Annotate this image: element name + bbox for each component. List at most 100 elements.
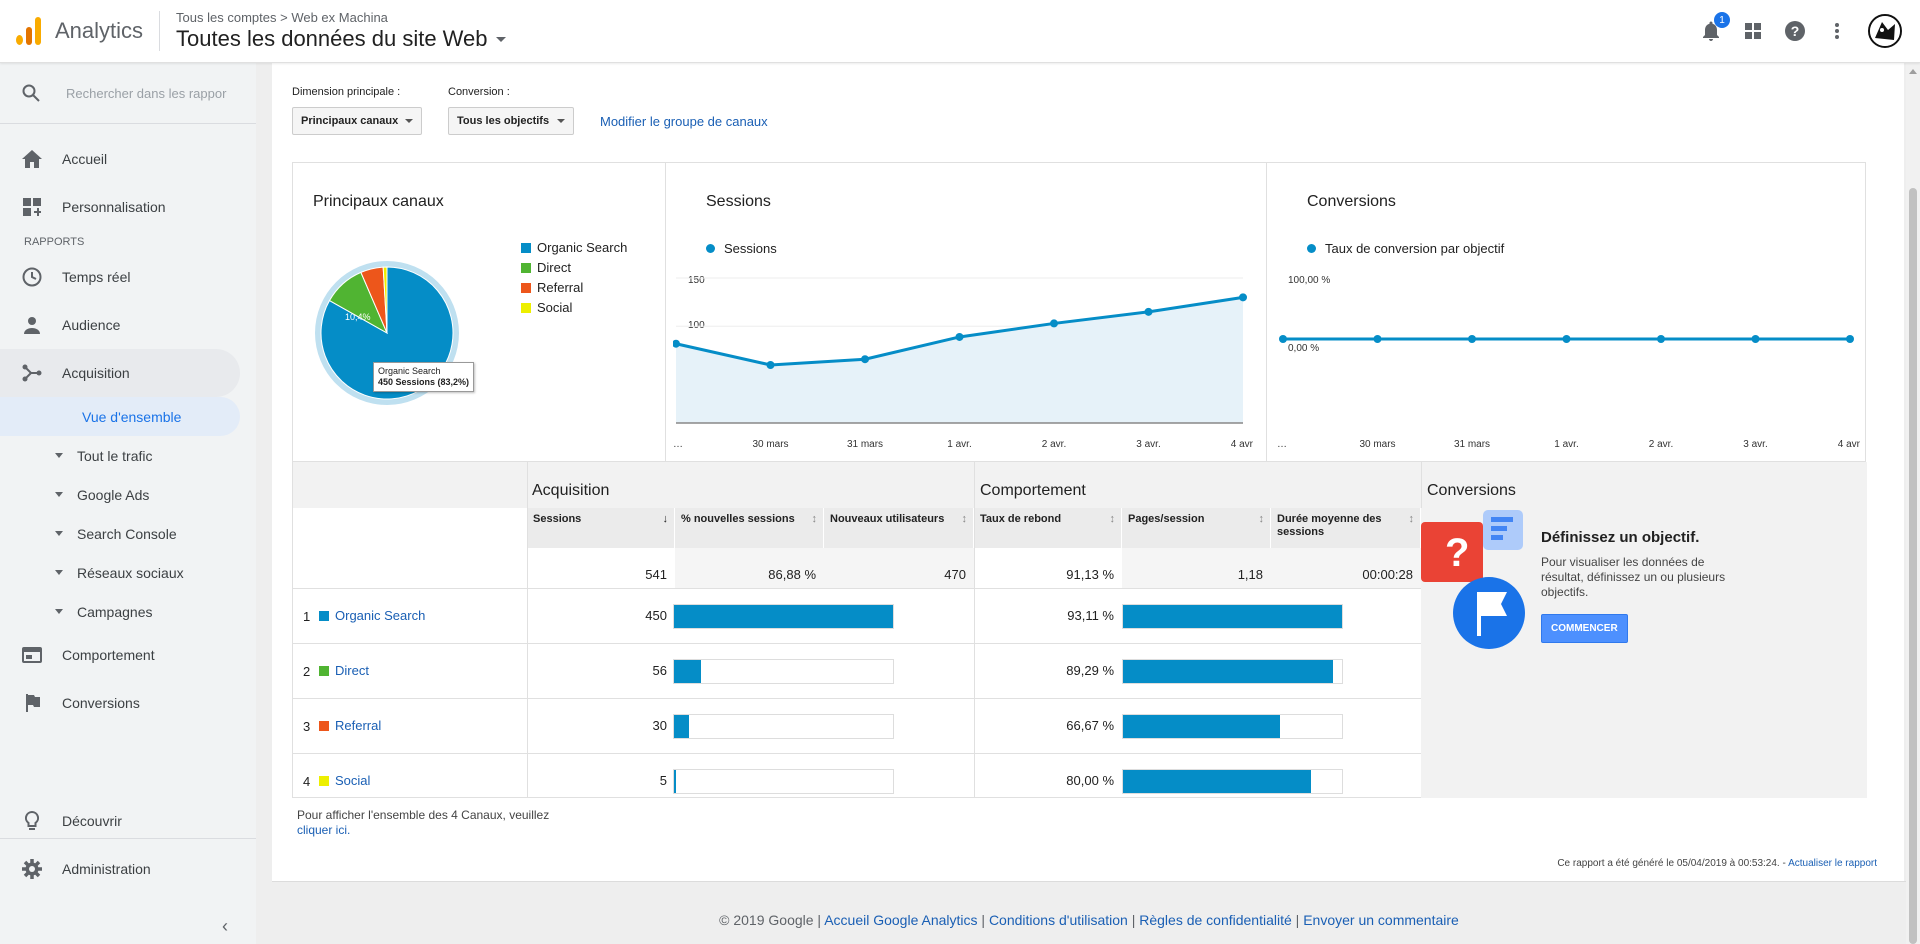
- conversions-line-chart[interactable]: … 30 mars 31 mars 1 avr. 2 avr. 3 avr. 4 avr.: [1275, 273, 1860, 453]
- footer-separator: |: [1131, 912, 1136, 928]
- nav-customization[interactable]: Personnalisation: [0, 183, 256, 231]
- col-avg-duration[interactable]: Durée moyenne des sessions ↕: [1271, 508, 1421, 548]
- edit-channel-group-link[interactable]: Modifier le groupe de canaux: [600, 114, 768, 129]
- col-new-users[interactable]: Nouveaux utilisateurs ↕: [824, 508, 974, 548]
- col-bounce-rate[interactable]: Taux de rebond ↕: [974, 508, 1122, 548]
- person-icon: [22, 315, 42, 335]
- nav-behavior[interactable]: Comportement: [0, 631, 256, 679]
- sessions-data-point[interactable]: [1239, 293, 1247, 302]
- nav-audience-label: Audience: [62, 317, 121, 333]
- scroll-up-arrow[interactable]: [1909, 69, 1917, 74]
- nav-discover-label: Découvrir: [62, 813, 122, 829]
- col-new-sessions[interactable]: % nouvelles sessions ↕: [675, 508, 824, 548]
- conversions-data-point[interactable]: [1279, 335, 1287, 343]
- dropdown-arrow-icon: [405, 119, 413, 123]
- collapse-sidebar-button[interactable]: ‹: [222, 916, 228, 936]
- nav-search-console[interactable]: Search Console: [0, 514, 256, 553]
- nav-admin-label: Administration: [62, 861, 151, 877]
- nav-all-traffic[interactable]: Tout le trafic: [0, 436, 256, 475]
- page-footer: © 2019 Google | Accueil Google Analytics…: [272, 881, 1906, 944]
- col-pages-per-session[interactable]: Pages/session ↕: [1122, 508, 1271, 548]
- sessions-x-tick-label: 3 avr.: [1136, 439, 1160, 450]
- legend-social[interactable]: Social: [521, 300, 572, 315]
- conversions-data-point[interactable]: [1373, 335, 1382, 343]
- notifications-button[interactable]: 1: [1700, 12, 1730, 42]
- help-button[interactable]: ?: [1784, 20, 1806, 42]
- conversions-data-point[interactable]: [1562, 335, 1571, 343]
- svg-text:?: ?: [1445, 531, 1469, 575]
- footer-feedback-link[interactable]: Envoyer un commentaire: [1303, 912, 1459, 928]
- col-new-sessions-label: % nouvelles sessions: [681, 513, 795, 525]
- legend-dot: [1307, 244, 1316, 253]
- conversions-data-point[interactable]: [1657, 335, 1665, 343]
- sessions-legend[interactable]: Sessions: [706, 241, 777, 256]
- primary-dimension-select[interactable]: Principaux canaux: [292, 107, 422, 135]
- nav-home[interactable]: Accueil: [0, 135, 256, 183]
- nav-conversions[interactable]: Conversions: [0, 679, 256, 727]
- conversions-data-point[interactable]: [1468, 335, 1476, 343]
- more-options-button[interactable]: [1826, 20, 1848, 42]
- col-sessions[interactable]: Sessions ↓: [527, 508, 675, 548]
- sessions-data-point[interactable]: [766, 361, 775, 369]
- sessions-data-point[interactable]: [1050, 319, 1058, 328]
- start-goal-button[interactable]: COMMENCER: [1541, 614, 1628, 643]
- conversion-select[interactable]: Tous les objectifs: [448, 107, 574, 135]
- channel-link[interactable]: Referral: [335, 718, 382, 733]
- analytics-logo[interactable]: [16, 17, 41, 45]
- sessions-bar: [673, 714, 894, 739]
- sessions-data-point[interactable]: [673, 339, 680, 348]
- legend-direct[interactable]: Direct: [521, 260, 571, 275]
- legend-referral[interactable]: Referral: [521, 280, 583, 295]
- show-all-channels-link[interactable]: cliquer ici.: [297, 823, 351, 837]
- behavior-icon: [22, 645, 42, 665]
- footer-terms-link[interactable]: Conditions d'utilisation: [988, 912, 1128, 928]
- nav-acquisition[interactable]: Acquisition: [0, 349, 240, 397]
- nav-realtime[interactable]: Temps réel: [0, 253, 256, 301]
- channel-link[interactable]: Social: [335, 773, 371, 788]
- table-footnote: Pour afficher l'ensemble des 4 Canaux, v…: [297, 808, 549, 838]
- sessions-x-tick-label: 31 mars: [847, 439, 883, 450]
- nav-social[interactable]: Réseaux sociaux: [0, 553, 256, 592]
- nav-discover[interactable]: Découvrir: [0, 797, 256, 845]
- charts-panel: Principaux canaux 10,4% Organic Search 4…: [292, 162, 1866, 462]
- account-selector[interactable]: Tous les comptes > Web ex Machina Toutes…: [176, 10, 506, 52]
- apps-button[interactable]: [1742, 20, 1764, 42]
- footer-home-link[interactable]: Accueil Google Analytics: [824, 912, 978, 928]
- sessions-data-point[interactable]: [1144, 307, 1153, 316]
- sessions-bar-fill: [674, 660, 702, 683]
- sessions-data-point[interactable]: [955, 332, 964, 341]
- scrollbar-thumb[interactable]: [1909, 188, 1917, 944]
- report-search[interactable]: Rechercher dans les rappor: [0, 63, 256, 124]
- total-bounce: 91,13 %: [1066, 567, 1114, 582]
- account-avatar[interactable]: [1868, 14, 1902, 48]
- nav-google-ads[interactable]: Google Ads: [0, 475, 256, 514]
- pie-chart[interactable]: 10,4%: [303, 243, 483, 423]
- col-bounce-label: Taux de rebond: [980, 513, 1062, 525]
- total-new-users: 470: [824, 548, 974, 588]
- total-pages: 1,18: [1122, 548, 1271, 588]
- sessions-data-point[interactable]: [861, 355, 869, 364]
- nav-audience[interactable]: Audience: [0, 301, 256, 349]
- sessions-line-chart[interactable]: … 30 mars 31 mars 1 avr. 2 avr. 3 avr. 4 avr.: [673, 273, 1253, 453]
- conversions-legend[interactable]: Taux de conversion par objectif: [1307, 241, 1504, 256]
- legend-organic-search[interactable]: Organic Search: [521, 240, 627, 255]
- row-swatch: [319, 776, 329, 786]
- conversions-data-point[interactable]: [1846, 335, 1854, 343]
- search-input[interactable]: Rechercher dans les rappor: [66, 85, 227, 101]
- view-title[interactable]: Toutes les données du site Web: [176, 26, 506, 52]
- y-tick-label: 100,00 %: [1288, 275, 1331, 286]
- channel-link[interactable]: Direct: [335, 663, 369, 678]
- sessions-area: [676, 297, 1243, 423]
- pie-slice-social[interactable]: [382, 266, 388, 334]
- refresh-report-link[interactable]: Actualiser le rapport: [1788, 858, 1877, 869]
- group-acquisition: Acquisition: [532, 482, 610, 499]
- conversions-data-point[interactable]: [1751, 335, 1760, 343]
- nav-admin[interactable]: Administration: [0, 845, 256, 893]
- nav-campaigns[interactable]: Campagnes: [0, 592, 256, 631]
- footer-privacy-link[interactable]: Règles de confidentialité: [1139, 912, 1292, 928]
- pie-slice-label: 10,4%: [345, 312, 371, 322]
- channel-link[interactable]: Organic Search: [335, 608, 426, 623]
- nav-acquisition-overview[interactable]: Vue d'ensemble: [0, 397, 240, 436]
- vertical-scrollbar[interactable]: [1906, 63, 1920, 944]
- search-icon: [22, 84, 40, 102]
